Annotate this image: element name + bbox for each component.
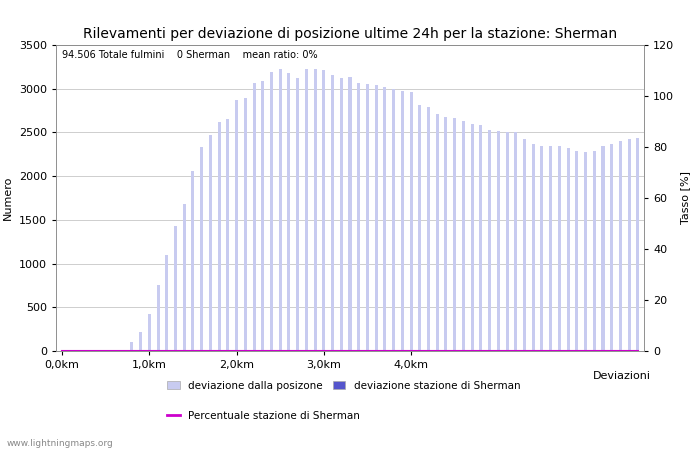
Y-axis label: Numero: Numero [4,176,13,220]
Y-axis label: Tasso [%]: Tasso [%] [680,171,689,225]
Bar [601,145,605,351]
Bar [374,85,378,351]
Bar [122,350,125,351]
Bar [549,146,552,351]
Bar [392,89,395,351]
Bar [331,75,334,351]
Bar [628,140,631,351]
Bar [610,144,613,351]
Bar [584,152,587,351]
Bar [384,87,386,351]
Bar [558,146,561,351]
Legend: Percentuale stazione di Sherman: Percentuale stazione di Sherman [167,411,360,421]
Bar [575,151,578,351]
Bar [314,69,316,351]
Bar [130,342,134,351]
Bar [305,69,308,351]
Bar [104,350,107,351]
Bar [226,119,230,351]
Bar [157,285,160,351]
Bar [427,107,430,351]
Bar [444,117,447,351]
Bar [261,81,265,351]
Bar [218,122,220,351]
Bar [410,92,412,351]
Bar [462,121,465,351]
Text: 94.506 Totale fulmini    0 Sherman    mean ratio: 0%: 94.506 Totale fulmini 0 Sherman mean rat… [62,50,318,59]
Bar [191,171,195,351]
Bar [244,99,247,351]
Bar [165,255,168,351]
Bar [497,130,500,351]
Bar [357,83,360,351]
Bar [322,70,326,351]
Bar [566,148,570,351]
Bar [636,138,639,351]
Bar [139,332,142,351]
Bar [540,145,543,351]
Bar [340,78,343,351]
Bar [470,124,474,351]
Bar [514,132,517,351]
Bar [349,77,351,351]
Bar [235,100,238,351]
Bar [253,83,256,351]
Bar [619,141,622,351]
Bar [523,139,526,351]
Bar [505,131,509,351]
Bar [174,226,177,351]
Bar [532,144,535,351]
Bar [401,91,404,351]
Bar [593,151,596,351]
Bar [270,72,273,351]
Bar [200,147,203,351]
Bar [183,204,186,351]
Bar [288,73,290,351]
Bar [113,350,116,351]
Bar [148,314,151,351]
Bar [279,69,281,351]
Text: Deviazioni: Deviazioni [593,371,651,381]
Bar [488,130,491,351]
Text: www.lightningmaps.org: www.lightningmaps.org [7,438,113,447]
Title: Rilevamenti per deviazione di posizione ultime 24h per la stazione: Sherman: Rilevamenti per deviazione di posizione … [83,27,617,41]
Bar [209,135,212,351]
Bar [296,78,299,351]
Bar [435,114,439,351]
Bar [419,105,421,351]
Bar [453,118,456,351]
Bar [480,126,482,351]
Bar [366,84,369,351]
